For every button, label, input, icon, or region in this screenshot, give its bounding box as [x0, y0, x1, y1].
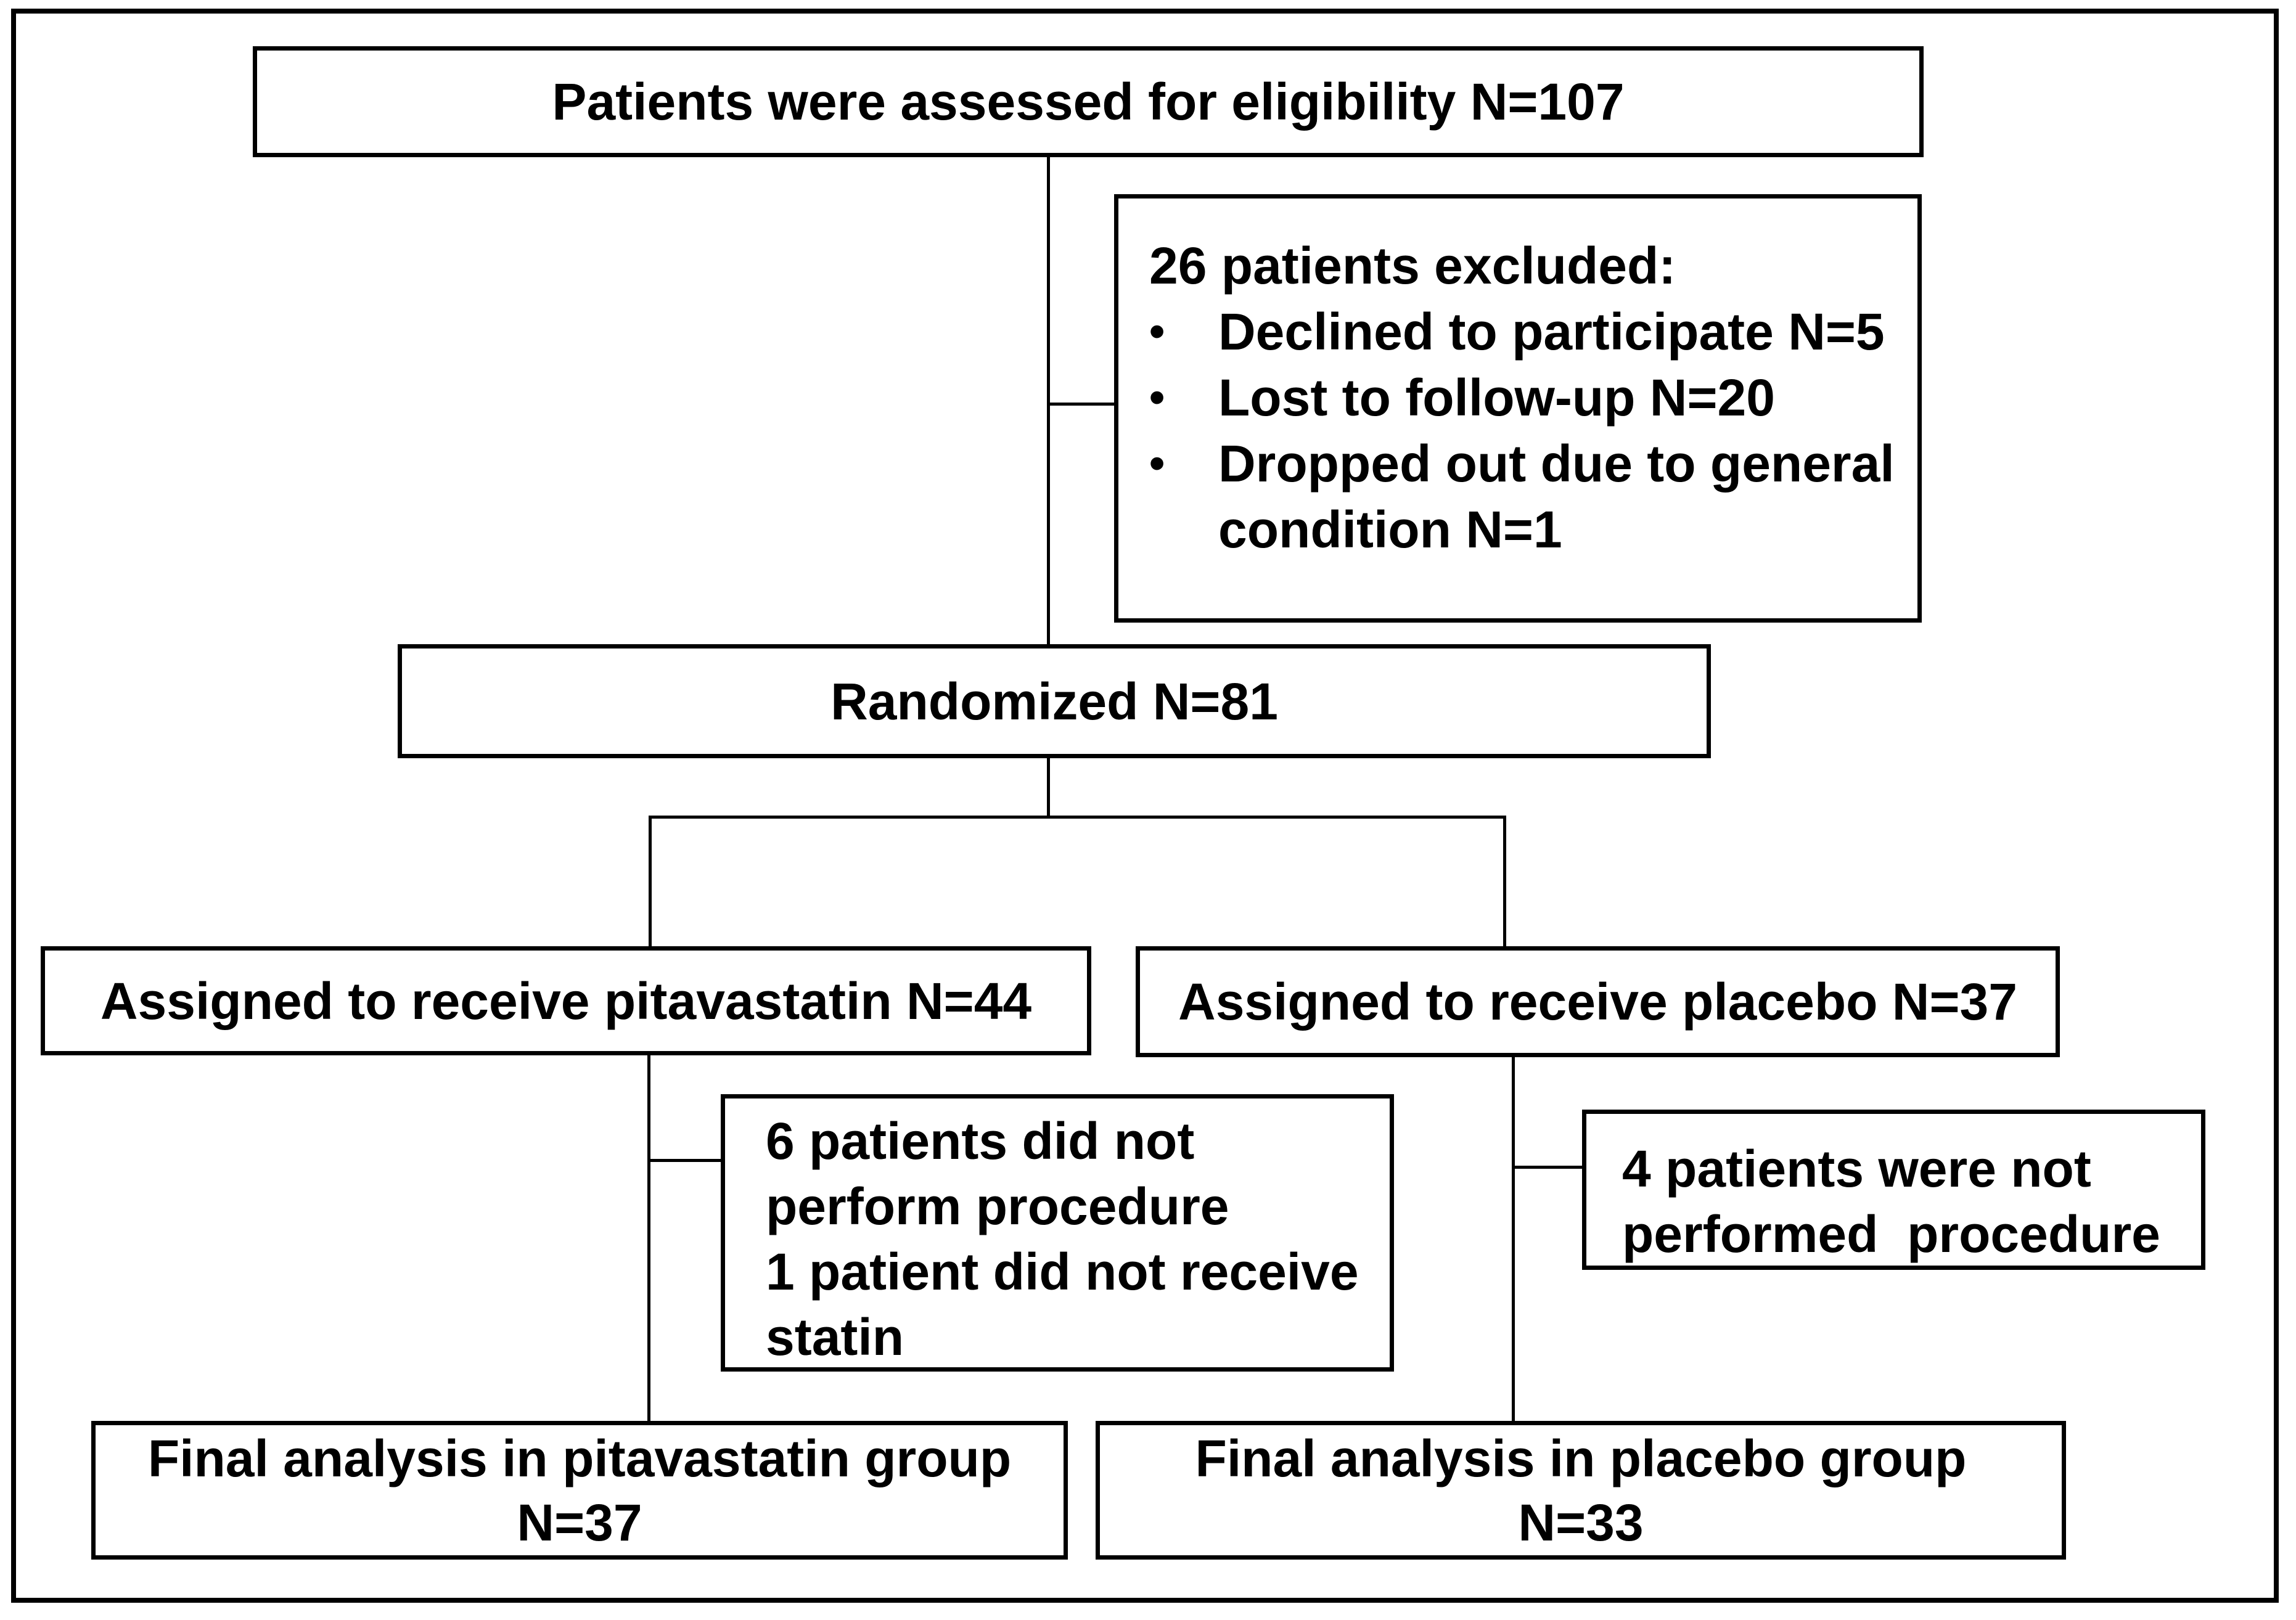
bullet-icon: • — [1149, 373, 1165, 422]
box-not-performed-pitavastatin: 6 patients did not perform procedure 1 p… — [721, 1094, 1394, 1372]
excluded-bullet-declined: Declined to participate N=5 — [1218, 303, 1885, 361]
box-randomized: Randomized N=81 — [398, 644, 1711, 758]
bullet-icon: • — [1149, 439, 1165, 488]
connector-eligibility-to-randomized — [1047, 156, 1050, 646]
box-final-pitavastatin: Final analysis in pitavastatin group N=3… — [91, 1421, 1068, 1560]
excluded-bullet-row: • Lost to follow-up N=20 — [1149, 365, 1909, 431]
excluded-bullet-dropped: Dropped out due to general condition N=1 — [1218, 435, 1895, 558]
connector-pitavastatin-to-final — [647, 1053, 650, 1425]
branch-drop-left — [649, 816, 652, 948]
excluded-bullet-row: • Dropped out due to general condition N… — [1149, 431, 1909, 563]
final-pitavastatin-count: N=37 — [517, 1493, 642, 1552]
box-eligibility: Patients were assessed for eligibility N… — [253, 46, 1924, 157]
connector-to-notperformed-left — [647, 1159, 723, 1162]
final-placebo-line1: Final analysis in placebo group — [1195, 1429, 1967, 1487]
excluded-bullet-lost: Lost to follow-up N=20 — [1218, 369, 1775, 427]
final-pitavastatin-line1: Final analysis in pitavastatin group — [147, 1429, 1012, 1487]
branch-horizontal — [649, 816, 1506, 819]
not-performed-pitavastatin-line1: 6 patients did not perform procedure — [766, 1112, 1229, 1235]
eligibility-text: Patients were assessed for eligibility N… — [552, 73, 1625, 131]
not-performed-pitavastatin-line2: 1 patient did not receive statin — [766, 1243, 1359, 1366]
bullet-icon: • — [1149, 307, 1165, 356]
randomized-text: Randomized N=81 — [830, 672, 1278, 730]
diagram-outer-border — [11, 9, 2279, 1603]
box-assigned-placebo: Assigned to receive placebo N=37 — [1136, 946, 2060, 1057]
box-assigned-pitavastatin: Assigned to receive pitavastatin N=44 — [41, 946, 1091, 1055]
connector-randomized-to-branch — [1047, 757, 1050, 819]
box-not-performed-placebo: 4 patients were not performed procedure — [1582, 1110, 2205, 1270]
excluded-bullet-row: • Declined to participate N=5 — [1149, 299, 1909, 365]
assigned-placebo-text: Assigned to receive placebo N=37 — [1178, 973, 2017, 1031]
connector-placebo-to-final — [1512, 1055, 1515, 1425]
box-excluded: 26 patients excluded: • Declined to part… — [1114, 194, 1922, 623]
assigned-pitavastatin-text: Assigned to receive pitavastatin N=44 — [100, 972, 1032, 1030]
connector-to-excluded-box — [1048, 403, 1116, 406]
connector-to-notperformed-right — [1512, 1166, 1584, 1169]
final-placebo-count: N=33 — [1518, 1493, 1644, 1552]
excluded-heading: 26 patients excluded: — [1149, 237, 1676, 295]
box-final-placebo: Final analysis in placebo group N=33 — [1096, 1421, 2066, 1560]
branch-drop-right — [1503, 816, 1506, 948]
